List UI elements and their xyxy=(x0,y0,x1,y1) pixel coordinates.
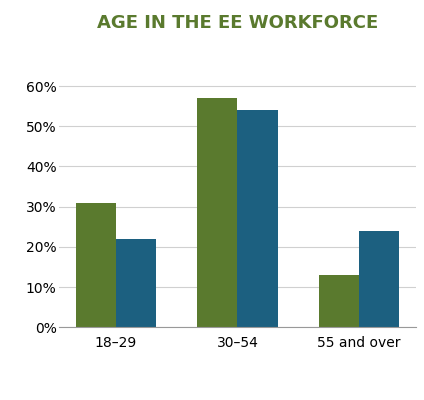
Bar xyxy=(116,239,156,327)
Bar xyxy=(319,275,359,327)
Text: AGE IN THE EE WORKFORCE: AGE IN THE EE WORKFORCE xyxy=(97,14,378,32)
Text: #EEJobsInAmerica: #EEJobsInAmerica xyxy=(154,379,270,392)
Bar xyxy=(359,231,399,327)
Bar xyxy=(237,110,278,327)
Text: U.S. Energy Efficiency Demographics: U.S. Energy Efficiency Demographics xyxy=(0,19,424,39)
Bar xyxy=(75,203,116,327)
Bar xyxy=(197,98,237,327)
